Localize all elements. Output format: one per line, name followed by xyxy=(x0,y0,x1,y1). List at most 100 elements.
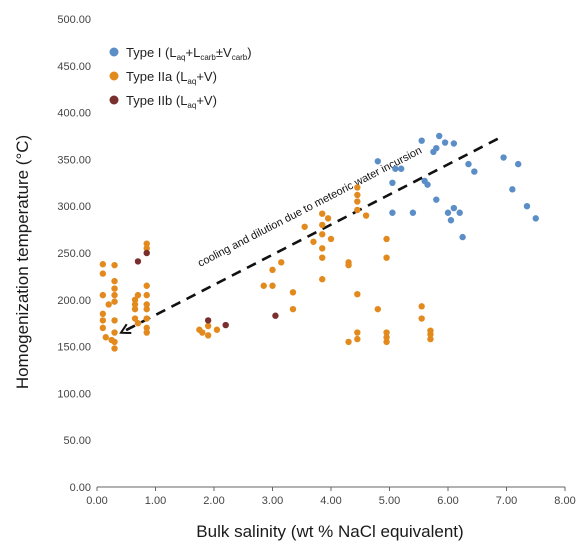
data-point xyxy=(99,291,107,299)
data-point xyxy=(301,223,308,230)
data-point xyxy=(409,209,417,216)
data-point xyxy=(111,338,118,346)
data-point xyxy=(354,335,361,343)
data-point xyxy=(111,277,118,285)
axes xyxy=(97,486,565,488)
x-tick-label: 0.00 xyxy=(86,495,107,507)
data-point xyxy=(199,329,206,336)
series-2 xyxy=(99,184,434,352)
data-point xyxy=(143,291,150,299)
x-axis-ticks: 0.00 1.00 2.00 3.00 4.00 5.00 6.00 7.00 8.00 xyxy=(86,487,576,507)
data-point xyxy=(143,315,150,322)
data-point xyxy=(204,317,212,324)
data-point xyxy=(143,329,150,336)
annotation-text: cooling and dilution due to meteoric wat… xyxy=(196,145,424,270)
data-point xyxy=(383,329,390,336)
data-point xyxy=(354,184,361,191)
data-point xyxy=(134,258,142,265)
data-point xyxy=(465,160,472,168)
data-point xyxy=(374,305,381,313)
data-point xyxy=(392,165,399,172)
data-point xyxy=(134,320,142,327)
data-point xyxy=(99,317,107,324)
data-point xyxy=(143,282,150,289)
data-point xyxy=(418,315,425,322)
data-point xyxy=(213,326,221,333)
y-tick-label: 0.00 xyxy=(70,482,91,494)
y-tick-label: 350.00 xyxy=(57,154,91,166)
data-point xyxy=(269,282,276,289)
data-point xyxy=(111,291,118,299)
data-point xyxy=(143,240,150,247)
data-point xyxy=(327,235,335,243)
x-axis-title: Bulk salinity (wt % NaCl equivalent) xyxy=(196,522,463,541)
data-point xyxy=(289,289,297,296)
data-point xyxy=(111,317,118,324)
data-point xyxy=(450,140,458,147)
data-point xyxy=(345,338,352,346)
series-1 xyxy=(374,132,539,241)
y-tick-label: 150.00 xyxy=(57,342,91,354)
legend-label: Type IIb (Laq+V) xyxy=(126,93,217,110)
data-point xyxy=(289,305,297,313)
data-point xyxy=(143,245,150,252)
data-point xyxy=(471,168,478,175)
data-point xyxy=(111,261,118,269)
x-tick-label: 7.00 xyxy=(496,495,517,507)
data-point xyxy=(345,261,352,269)
data-point xyxy=(111,285,118,292)
y-tick-label: 400.00 xyxy=(57,108,91,120)
data-point xyxy=(383,338,390,346)
data-point xyxy=(131,301,139,308)
y-axis-ticks: 0.00 50.00 100.00 150.00 200.00 250.00 300.00 3… xyxy=(57,14,91,494)
data-point xyxy=(433,196,440,203)
data-point xyxy=(324,215,332,222)
x-tick-label: 4.00 xyxy=(320,495,341,507)
data-point xyxy=(278,259,285,266)
data-point xyxy=(131,315,139,322)
y-tick-label: 200.00 xyxy=(57,295,91,307)
data-point xyxy=(450,204,458,212)
data-point xyxy=(354,198,361,205)
data-point xyxy=(418,137,425,144)
data-point xyxy=(509,186,516,193)
data-point xyxy=(111,329,118,336)
data-point xyxy=(383,254,390,261)
x-tick-label: 8.00 xyxy=(554,495,575,507)
data-point xyxy=(310,238,317,245)
data-point xyxy=(105,301,112,308)
data-point xyxy=(354,191,361,199)
trend-arrow xyxy=(121,137,499,333)
y-tick-label: 250.00 xyxy=(57,248,91,260)
legend-label: Type I (Laq+Lcarb±Vcarb) xyxy=(126,45,252,62)
data-point xyxy=(418,303,425,310)
data-point xyxy=(143,324,150,332)
data-point xyxy=(427,335,434,343)
x-tick-label: 6.00 xyxy=(437,495,458,507)
y-tick-label: 300.00 xyxy=(57,201,91,213)
data-point xyxy=(354,329,361,336)
data-point xyxy=(319,221,326,229)
x-tick-label: 2.00 xyxy=(203,495,224,507)
legend-item: Type I (Laq+Lcarb±Vcarb) xyxy=(109,45,252,62)
data-points xyxy=(99,132,539,352)
data-point xyxy=(383,334,390,341)
data-point xyxy=(99,324,107,332)
data-point xyxy=(319,276,326,283)
y-tick-label: 500.00 xyxy=(57,14,91,26)
data-point xyxy=(374,158,381,165)
legend-item: Type IIa (Laq+V) xyxy=(109,69,217,86)
data-point xyxy=(424,181,431,188)
data-point xyxy=(427,331,434,338)
data-point xyxy=(222,321,229,329)
data-point xyxy=(269,266,276,274)
data-point xyxy=(362,212,370,219)
legend-label: Type IIa (Laq+V) xyxy=(126,69,217,86)
data-point xyxy=(389,209,396,216)
series-3 xyxy=(134,249,279,329)
data-point xyxy=(99,270,107,277)
y-tick-label: 450.00 xyxy=(57,61,91,73)
legend-marker xyxy=(109,47,119,57)
data-point xyxy=(99,261,107,268)
data-point xyxy=(319,245,326,252)
